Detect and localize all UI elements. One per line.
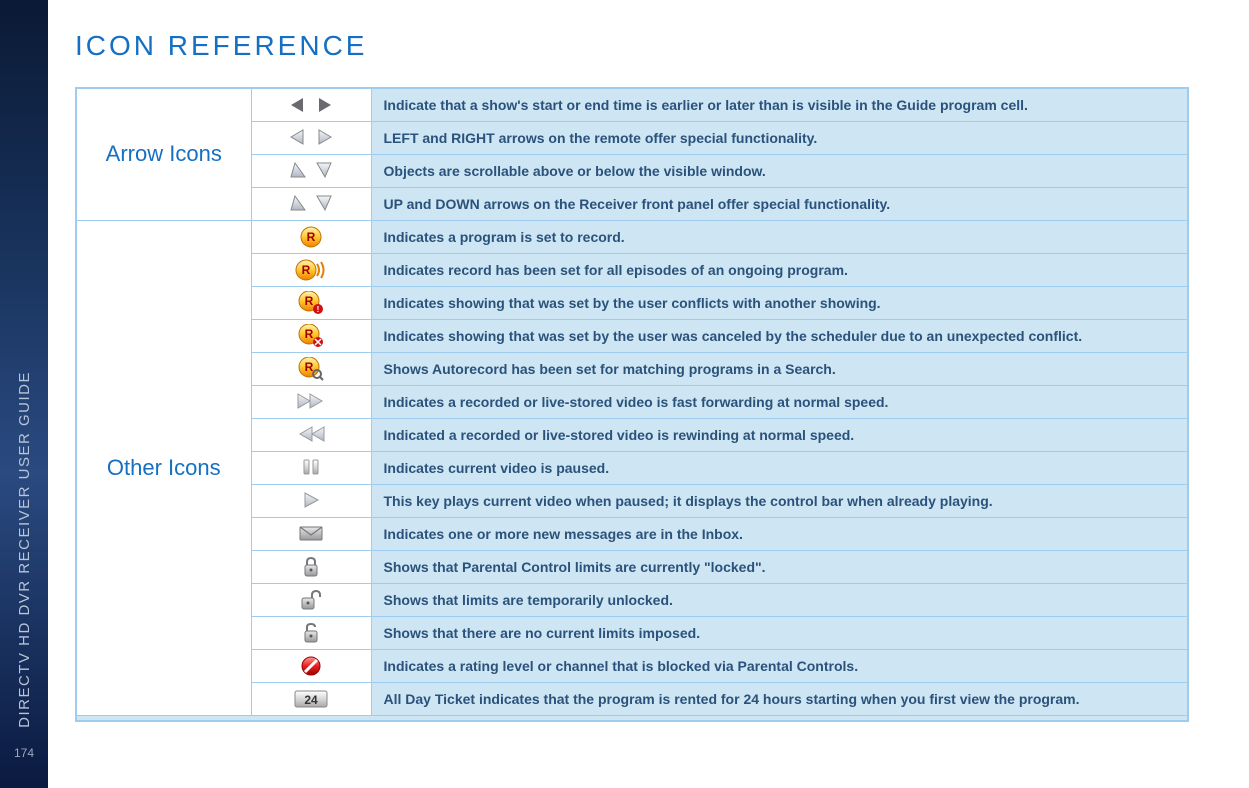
record-canceled-icon: R	[298, 324, 324, 348]
description-cell: Shows Autorecord has been set for matchi…	[371, 352, 1188, 385]
icon-cell	[251, 583, 371, 616]
record-icon: R	[299, 226, 323, 248]
description-cell: UP and DOWN arrows on the Receiver front…	[371, 187, 1188, 220]
svg-text:R: R	[305, 360, 314, 374]
ticket-24-icon: 24	[294, 689, 328, 709]
icon-cell	[251, 484, 371, 517]
description-cell: Indicate that a show's start or end time…	[371, 88, 1188, 121]
blocked-icon	[300, 655, 322, 677]
rewind-icon	[296, 425, 326, 443]
description-cell: Indicates one or more new messages are i…	[371, 517, 1188, 550]
sidebar: DIRECTV HD DVR RECEIVER USER GUIDE 174	[0, 0, 48, 788]
icon-cell	[251, 550, 371, 583]
svg-text:R: R	[305, 327, 314, 341]
table-row: Arrow Icons Indicate that a show's start…	[76, 88, 1188, 121]
description-cell: Indicates record has been set for all ep…	[371, 253, 1188, 286]
description-cell: Shows that Parental Control limits are c…	[371, 550, 1188, 583]
page-number: 174	[14, 746, 34, 760]
svg-text:24: 24	[304, 693, 318, 707]
category-cell: Other Icons	[76, 220, 251, 715]
description-cell: Shows that there are no current limits i…	[371, 616, 1188, 649]
description-cell: This key plays current video when paused…	[371, 484, 1188, 517]
icon-cell	[251, 451, 371, 484]
arrows-left-right-outline-icon	[289, 128, 333, 146]
lock-closed-icon	[302, 556, 320, 578]
icon-cell	[251, 418, 371, 451]
arrows-up-down-icon	[289, 194, 333, 212]
fast-forward-icon	[296, 392, 326, 410]
pause-icon	[302, 458, 320, 476]
arrows-up-down-icon	[289, 161, 333, 179]
icon-cell: R	[251, 319, 371, 352]
description-cell: Shows that limits are temporarily unlock…	[371, 583, 1188, 616]
icon-cell	[251, 88, 371, 121]
icon-cell	[251, 649, 371, 682]
svg-text:R: R	[305, 294, 314, 308]
description-cell: Indicated a recorded or live-stored vide…	[371, 418, 1188, 451]
description-cell: LEFT and RIGHT arrows on the remote offe…	[371, 121, 1188, 154]
sidebar-vertical-title: DIRECTV HD DVR RECEIVER USER GUIDE	[16, 371, 33, 728]
lock-temp-unlocked-icon	[299, 589, 323, 611]
description-cell: Indicates a rating level or channel that…	[371, 649, 1188, 682]
icon-cell: R	[251, 253, 371, 286]
icon-cell: 24	[251, 682, 371, 715]
description-cell: Objects are scrollable above or below th…	[371, 154, 1188, 187]
mail-icon	[298, 524, 324, 542]
icon-cell: R	[251, 352, 371, 385]
category-cell: Arrow Icons	[76, 88, 251, 220]
lock-open-icon	[302, 622, 320, 644]
icon-cell	[251, 121, 371, 154]
icon-cell	[251, 187, 371, 220]
description-cell: Indicates current video is paused.	[371, 451, 1188, 484]
icon-cell	[251, 517, 371, 550]
icon-reference-table: Arrow Icons Indicate that a show's start…	[75, 87, 1189, 722]
svg-text:R: R	[302, 263, 311, 277]
icon-cell	[251, 154, 371, 187]
description-cell: Indicates a program is set to record.	[371, 220, 1188, 253]
description-cell: Indicates showing that was set by the us…	[371, 319, 1188, 352]
record-conflict-icon: R !	[298, 291, 324, 315]
icon-cell	[251, 616, 371, 649]
page-title: ICON REFERENCE	[75, 30, 1189, 62]
table-spacer-row	[76, 715, 1188, 721]
icon-cell	[251, 385, 371, 418]
description-cell: Indicates showing that was set by the us…	[371, 286, 1188, 319]
description-cell: Indicates a recorded or live-stored vide…	[371, 385, 1188, 418]
svg-text:!: !	[317, 305, 320, 314]
content: ICON REFERENCE Arrow Icons Indicate that…	[75, 30, 1189, 722]
svg-text:R: R	[307, 230, 316, 244]
icon-cell: R !	[251, 286, 371, 319]
arrows-left-right-filled-icon	[289, 96, 333, 114]
icon-cell: R	[251, 220, 371, 253]
play-icon	[302, 491, 320, 509]
description-cell: All Day Ticket indicates that the progra…	[371, 682, 1188, 715]
record-series-icon: R	[295, 259, 327, 281]
record-autorecord-icon: R	[298, 357, 324, 381]
table-row: Other Icons R Indicates a program is set…	[76, 220, 1188, 253]
